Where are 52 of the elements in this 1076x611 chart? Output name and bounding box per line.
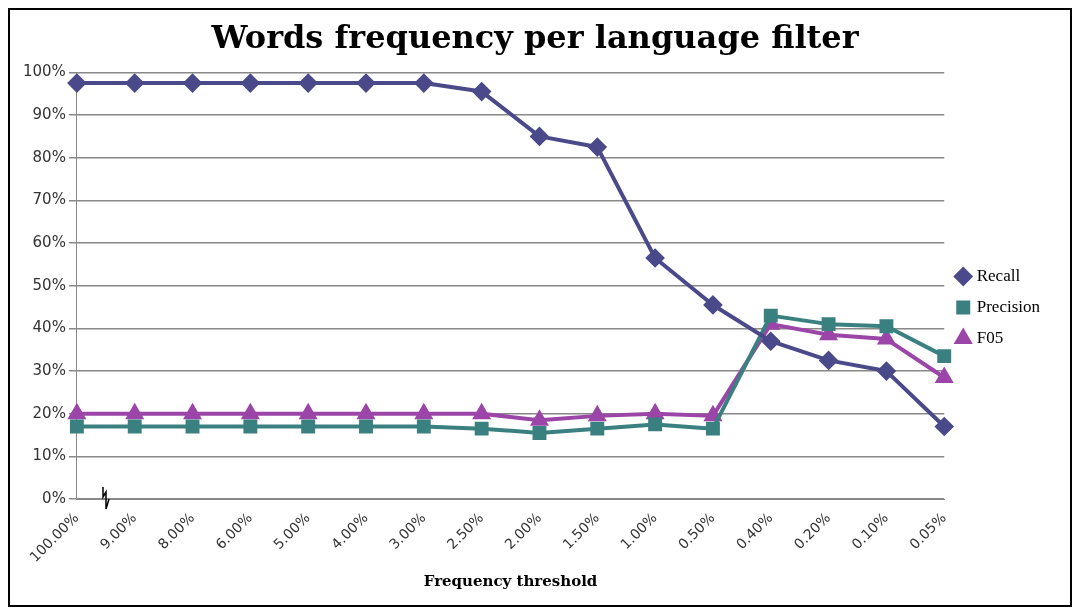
point	[590, 421, 605, 436]
y-tick-label: 20%	[32, 403, 66, 422]
point	[703, 295, 722, 314]
point	[935, 417, 954, 436]
point	[414, 74, 433, 93]
y-tick-label: 30%	[32, 360, 66, 379]
point	[472, 82, 491, 101]
point	[588, 138, 607, 157]
y-tick-label: 0%	[42, 488, 66, 507]
legend-label: F05	[976, 327, 1004, 347]
point	[877, 362, 896, 381]
point	[474, 421, 489, 436]
y-tick-label: 80%	[32, 147, 66, 166]
point	[416, 419, 431, 434]
point	[127, 419, 142, 434]
point	[243, 419, 258, 434]
point	[530, 127, 549, 146]
point	[185, 419, 200, 434]
y-tick-label: 70%	[32, 190, 66, 209]
point	[648, 417, 663, 432]
point	[819, 351, 838, 370]
x-axis-title: Frequency threshold	[423, 571, 598, 590]
point	[68, 404, 85, 420]
y-tick-label: 90%	[32, 104, 66, 123]
point	[183, 74, 202, 93]
point	[532, 425, 547, 440]
point	[359, 419, 373, 434]
point	[299, 74, 318, 93]
legend-label: Recall	[976, 265, 1021, 285]
point	[821, 317, 836, 332]
point	[125, 74, 144, 93]
point	[763, 308, 778, 323]
chart-title: Words frequency per language filter	[210, 17, 860, 56]
y-tick-label: 50%	[32, 275, 66, 294]
y-tick-label: 10%	[32, 446, 66, 465]
point	[879, 319, 894, 334]
point	[69, 419, 84, 434]
point	[357, 74, 375, 93]
point	[761, 332, 780, 351]
point	[241, 74, 260, 93]
point	[937, 349, 952, 364]
legend-label: Precision	[976, 296, 1041, 316]
point	[531, 411, 548, 426]
point	[646, 249, 665, 267]
point	[67, 74, 86, 93]
point	[936, 368, 953, 383]
y-tick-label: 100%	[22, 62, 66, 81]
point	[301, 419, 316, 434]
point	[705, 421, 720, 436]
y-tick-label: 60%	[32, 232, 66, 251]
y-tick-label: 40%	[32, 318, 66, 337]
point	[357, 404, 375, 420]
